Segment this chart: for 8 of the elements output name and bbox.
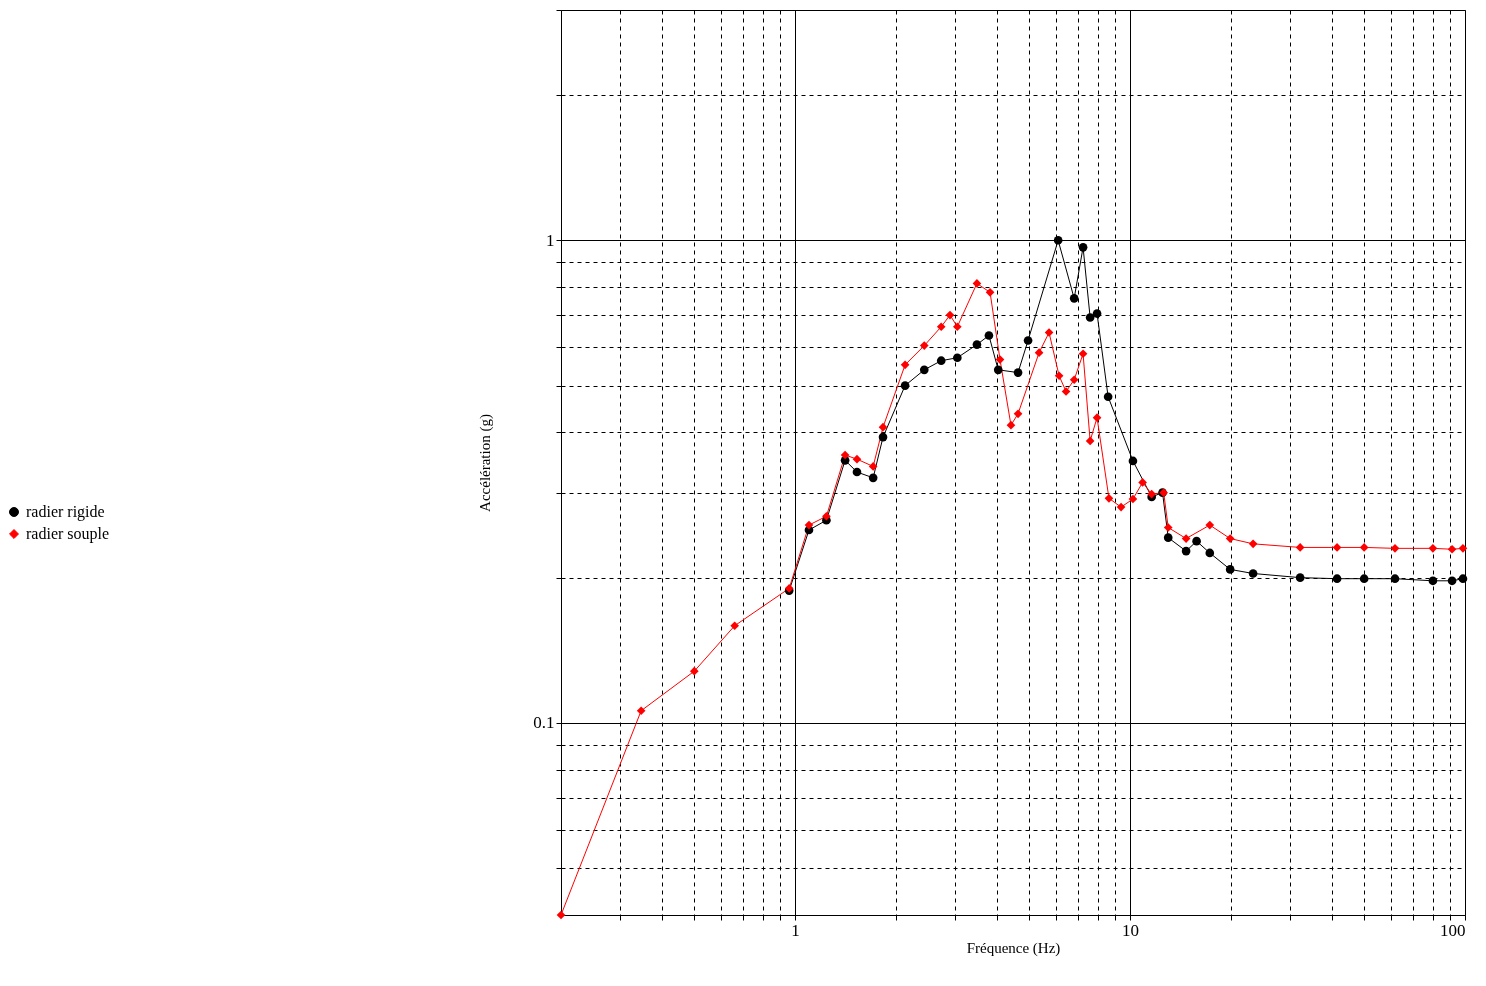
y-tick-label: 0.1 [533, 713, 555, 733]
legend-label: radier rigide [26, 503, 105, 521]
x-tick-label: 1 [791, 920, 800, 940]
x-axis-title: Fréquence (Hz) [966, 939, 1061, 957]
legend-label: radier souple [26, 525, 110, 543]
x-tick-label: 100 [1440, 920, 1466, 940]
y-axis-title: Accélération (g) [477, 414, 495, 512]
x-tick-label: 10 [1122, 920, 1140, 940]
